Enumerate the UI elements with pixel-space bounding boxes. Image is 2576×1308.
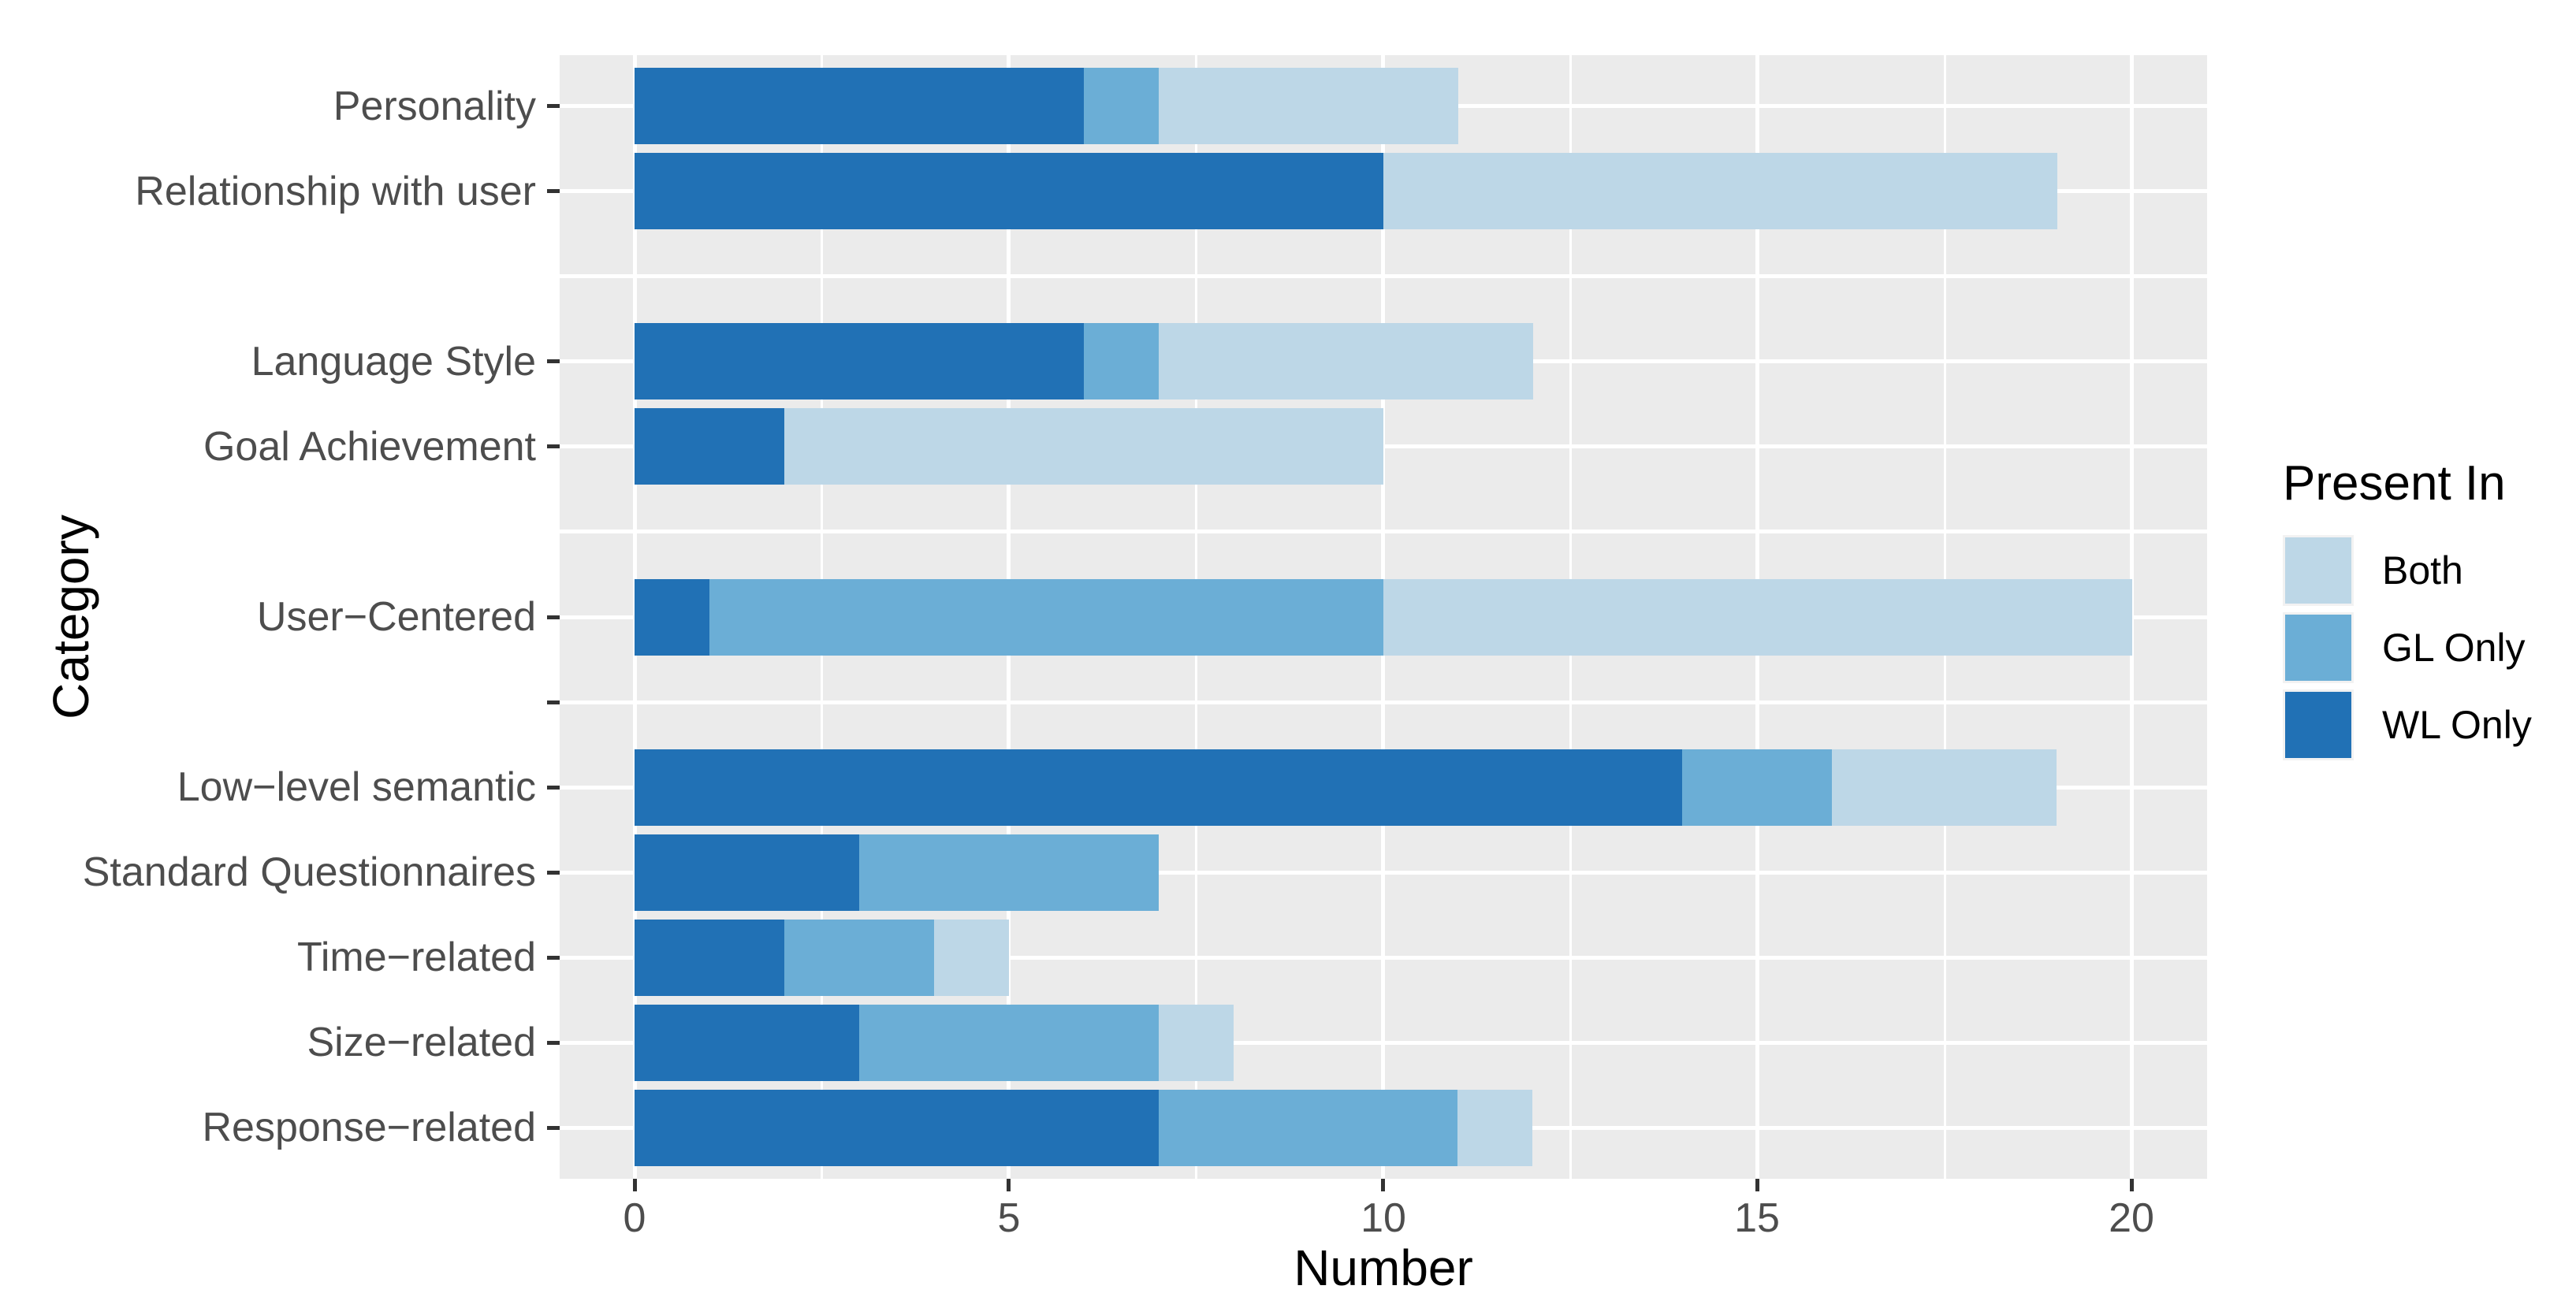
bar-segment-both	[934, 920, 1009, 996]
y-tick-label: Response−related	[202, 1105, 536, 1150]
legend-swatch-icon	[2283, 689, 2354, 760]
legend-swatch-icon	[2283, 535, 2354, 606]
y-tick	[547, 1126, 560, 1130]
y-tick	[547, 359, 560, 363]
bar-segment-gl-only	[1159, 1090, 1458, 1166]
bar-segment-both	[784, 408, 1383, 485]
bar-segment-gl-only	[1084, 68, 1159, 144]
x-tick-label: 0	[623, 1195, 646, 1241]
bar-segment-both	[1159, 323, 1533, 399]
y-tick-label: Relationship with user	[135, 169, 536, 214]
y-tick	[547, 1041, 560, 1045]
y-tick	[547, 104, 560, 108]
legend-label: WL Only	[2382, 703, 2532, 747]
y-tick	[547, 700, 560, 704]
x-tick-label: 15	[1734, 1195, 1780, 1241]
plot-panel	[560, 55, 2207, 1179]
x-tick	[1007, 1179, 1011, 1191]
y-tick-label: Personality	[333, 84, 536, 129]
y-tick	[547, 956, 560, 960]
bar-segment-wl-only	[635, 920, 784, 996]
x-tick	[1381, 1179, 1385, 1191]
bar-segment-gl-only	[859, 1005, 1159, 1081]
legend-items: Both GL Only WL Only	[2283, 535, 2532, 760]
bar-segment-both	[1383, 579, 2132, 656]
legend-entry: WL Only	[2283, 689, 2532, 760]
bar-segment-both	[1159, 1005, 1234, 1081]
bar-segment-both	[1457, 1090, 1532, 1166]
bar-segment-wl-only	[635, 579, 709, 656]
y-tick-label: Size−related	[307, 1020, 536, 1065]
bar-segment-wl-only	[635, 323, 1084, 399]
y-tick-label: Standard Questionnaires	[82, 849, 536, 895]
bar-segment-gl-only	[1682, 749, 1832, 826]
bar-segment-wl-only	[635, 153, 1383, 229]
y-tick-label: Low−level semantic	[177, 764, 536, 810]
bar-segment-gl-only	[1084, 323, 1159, 399]
legend-label: Both	[2382, 548, 2463, 593]
bar-segment-both	[1159, 68, 1458, 144]
y-tick	[547, 615, 560, 619]
bar-segment-wl-only	[635, 68, 1084, 144]
y-tick-label: Language Style	[251, 339, 536, 385]
x-tick	[2130, 1179, 2134, 1191]
x-tick-label: 5	[997, 1195, 1021, 1241]
x-tick	[1755, 1179, 1759, 1191]
bar-segment-both	[1832, 749, 2057, 826]
bar-segment-wl-only	[635, 834, 859, 911]
bar-segment-both	[1383, 153, 2057, 229]
bar-segment-wl-only	[635, 749, 1682, 826]
bar-segment-gl-only	[784, 920, 934, 996]
y-tick	[547, 189, 560, 193]
x-axis-title: Number	[1294, 1239, 1473, 1296]
legend: Present In Both GL Only WL Only	[2283, 455, 2532, 767]
x-tick	[633, 1179, 637, 1191]
bar-segment-wl-only	[635, 1090, 1159, 1166]
y-tick	[547, 786, 560, 790]
legend-entry: Both	[2283, 535, 2532, 606]
legend-swatch-icon	[2283, 612, 2354, 683]
bar-segment-wl-only	[635, 1005, 859, 1081]
legend-entry: GL Only	[2283, 612, 2532, 683]
x-tick-label: 10	[1361, 1195, 1406, 1241]
y-tick	[547, 444, 560, 448]
bar-segment-wl-only	[635, 408, 784, 485]
y-tick	[547, 871, 560, 875]
legend-label: GL Only	[2382, 626, 2526, 670]
y-tick-label: Goal Achievement	[203, 424, 536, 470]
bar-segment-gl-only	[859, 834, 1159, 911]
legend-title: Present In	[2283, 456, 2506, 511]
y-tick-label: User−Centered	[256, 594, 536, 640]
bar-segment-gl-only	[709, 579, 1383, 656]
x-tick-label: 20	[2109, 1195, 2154, 1241]
y-tick-label: Time−related	[297, 935, 536, 980]
